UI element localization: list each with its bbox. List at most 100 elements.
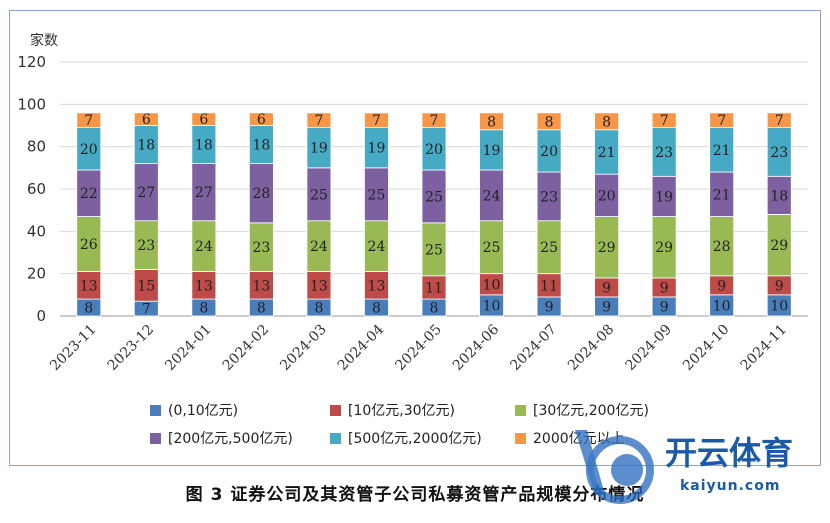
x-tick-label: 2024-07 <box>507 322 559 374</box>
data-label: 11 <box>425 280 443 296</box>
data-label: 8 <box>372 301 381 317</box>
legend-swatch <box>515 433 526 444</box>
bar-segment <box>651 112 677 129</box>
data-label: 13 <box>252 278 270 294</box>
data-label: 9 <box>717 278 726 294</box>
watermark-url: kaiyun.com <box>680 478 781 494</box>
data-label: 25 <box>310 187 328 203</box>
bar-segment <box>536 129 562 173</box>
stacked-bar-chart: 0 20 40 60 80 100 120 8 13 26 22 20 7 2023-11 7 15 23 27 1… <box>17 53 808 447</box>
bar-segment <box>76 169 102 217</box>
bar-segment <box>133 125 159 164</box>
bar-segment <box>364 271 389 300</box>
data-label: 18 <box>252 138 270 154</box>
data-label: 11 <box>540 278 558 294</box>
data-label: 8 <box>545 114 554 130</box>
bar-segment <box>306 220 332 272</box>
data-label: 13 <box>80 278 98 294</box>
data-label: 20 <box>425 142 443 158</box>
bar-segment <box>766 112 792 129</box>
data-label: 23 <box>770 145 788 161</box>
bar-segment <box>191 220 217 272</box>
data-label: 7 <box>717 113 726 129</box>
data-label: 8 <box>430 301 439 317</box>
y-tick-label: 0 <box>36 307 46 325</box>
bar-segment <box>306 271 332 300</box>
bar-segment <box>651 175 677 217</box>
bar-segment <box>651 127 677 177</box>
legend-swatch <box>150 433 161 444</box>
data-label: 25 <box>368 187 386 203</box>
bar-segment <box>133 269 159 302</box>
data-label: 24 <box>195 239 213 255</box>
x-tick-label: 2024-02 <box>220 322 272 374</box>
data-label: 19 <box>368 141 386 157</box>
data-label: 21 <box>713 187 731 203</box>
data-label: 6 <box>257 112 266 128</box>
data-label: 28 <box>252 186 270 202</box>
x-tick-label: 2023-12 <box>105 322 157 374</box>
figure-caption: 图 3 证券公司及其资管子公司私募资管产品规模分布情况 <box>185 485 645 505</box>
data-label: 20 <box>540 144 558 160</box>
data-label: 27 <box>195 185 213 201</box>
data-label: 13 <box>195 278 213 294</box>
y-tick-label: 60 <box>27 180 46 198</box>
data-label: 25 <box>483 240 501 256</box>
data-label: 8 <box>257 301 266 317</box>
data-label: 7 <box>372 113 381 129</box>
x-tick-label: 2024-05 <box>392 322 444 374</box>
bar-segment <box>191 112 217 126</box>
bar-segment <box>594 173 620 217</box>
data-label: 19 <box>483 143 501 159</box>
bar-segment <box>709 216 735 277</box>
x-tick-label: 2024-03 <box>277 322 329 374</box>
x-tick-label: 2024-04 <box>335 321 388 374</box>
data-label: 8 <box>487 114 496 130</box>
data-label: 10 <box>483 277 501 293</box>
data-label: 9 <box>660 280 669 296</box>
data-label: 7 <box>775 113 784 129</box>
data-label: 23 <box>540 189 558 205</box>
bar-segment <box>76 112 102 129</box>
x-tick-label: 2024-01 <box>162 322 214 374</box>
bar-segment <box>191 125 217 164</box>
data-label: 6 <box>142 112 151 128</box>
data-label: 18 <box>770 188 788 204</box>
x-tick-label: 2024-09 <box>623 322 675 374</box>
data-label: 10 <box>713 298 731 314</box>
data-label: 22 <box>80 186 98 202</box>
data-label: 23 <box>252 240 270 256</box>
bar-segment <box>306 112 332 129</box>
data-label: 25 <box>540 240 558 256</box>
bar-segment <box>191 163 217 222</box>
data-label: 25 <box>425 242 443 258</box>
legend-swatch <box>330 433 341 444</box>
legend-swatch <box>515 405 526 416</box>
bar-segment <box>364 112 389 129</box>
bar-segment <box>421 112 447 129</box>
legend-label: [500亿元,2000亿元) <box>348 431 482 447</box>
data-label: 7 <box>84 113 93 129</box>
data-label: 10 <box>770 298 788 314</box>
data-label: 9 <box>775 278 784 294</box>
legend-label: [30亿元,200亿元) <box>533 403 649 419</box>
bar-segment <box>306 127 332 169</box>
bar-segment <box>766 213 792 277</box>
bar-segment <box>421 222 447 277</box>
data-label: 24 <box>310 239 328 255</box>
legend-label: [200亿元,500亿元) <box>168 431 293 447</box>
bar-segment <box>306 167 332 222</box>
bar-segment <box>709 112 735 129</box>
data-label: 7 <box>660 113 669 129</box>
data-label: 7 <box>314 113 323 129</box>
data-label: 19 <box>310 141 328 157</box>
bar-segment <box>709 171 735 217</box>
legend-label: (0,10亿元) <box>168 403 238 419</box>
data-label: 25 <box>425 189 443 205</box>
legend-swatch <box>330 405 341 416</box>
bar-segment <box>479 112 504 131</box>
data-label: 6 <box>199 112 208 128</box>
data-label: 23 <box>655 145 673 161</box>
data-label: 20 <box>598 188 616 204</box>
data-label: 29 <box>770 238 788 254</box>
